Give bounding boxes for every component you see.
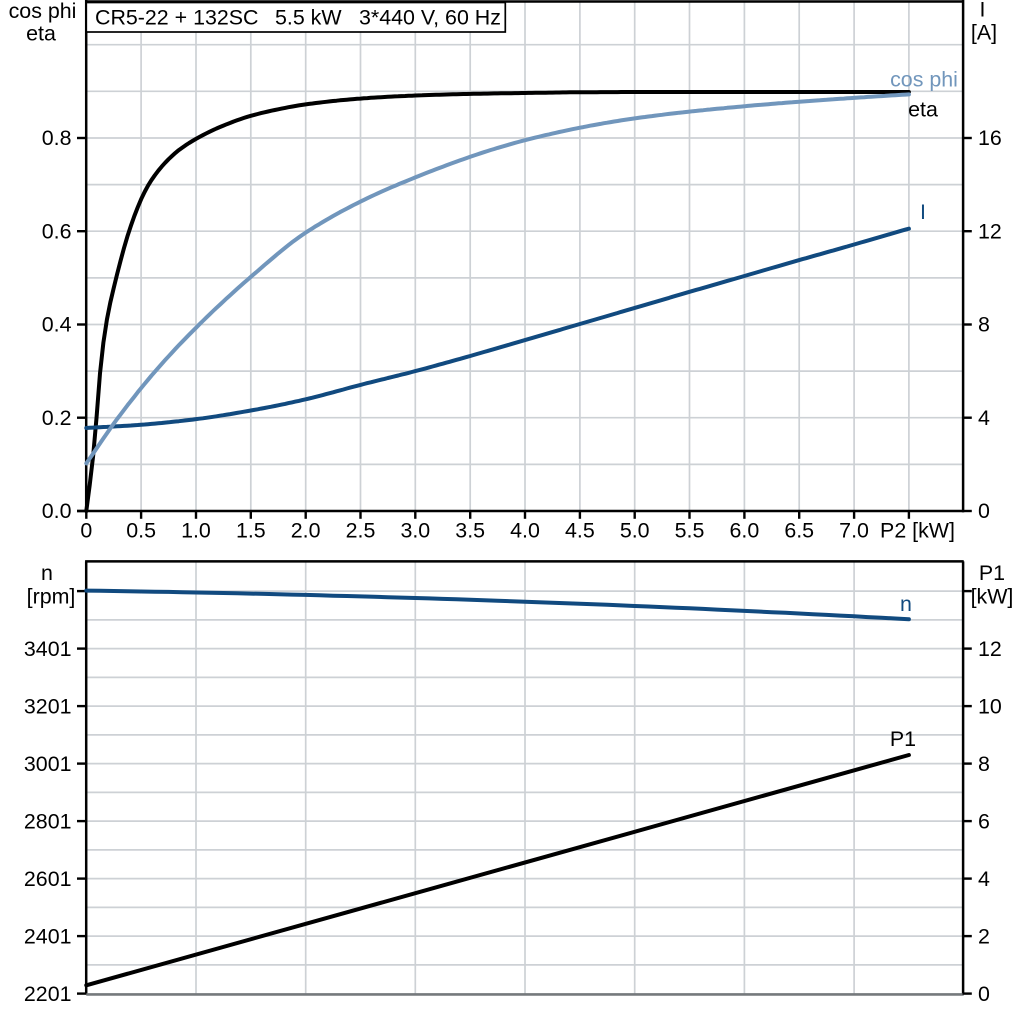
svg-text:8: 8 xyxy=(978,313,990,337)
svg-text:3401: 3401 xyxy=(24,637,72,661)
svg-text:0.2: 0.2 xyxy=(42,406,72,430)
svg-text:2201: 2201 xyxy=(24,982,72,1006)
svg-text:4.0: 4.0 xyxy=(510,519,540,543)
svg-text:0: 0 xyxy=(978,499,990,523)
svg-text:7.0: 7.0 xyxy=(839,519,869,543)
svg-text:n: n xyxy=(41,561,53,585)
svg-text:3.0: 3.0 xyxy=(400,519,430,543)
svg-text:6.5: 6.5 xyxy=(784,519,814,543)
svg-text:16: 16 xyxy=(978,126,1002,150)
svg-text:5.5 kW: 5.5 kW xyxy=(275,6,342,30)
svg-text:6.0: 6.0 xyxy=(730,519,760,543)
svg-text:[kW]: [kW] xyxy=(971,585,1014,609)
svg-text:3001: 3001 xyxy=(24,752,72,776)
svg-text:10: 10 xyxy=(978,694,1002,718)
svg-text:4.5: 4.5 xyxy=(565,519,595,543)
svg-text:0.8: 0.8 xyxy=(42,126,72,150)
svg-text:2: 2 xyxy=(978,924,990,948)
svg-text:eta: eta xyxy=(26,22,56,46)
svg-text:4: 4 xyxy=(978,406,990,430)
svg-text:n: n xyxy=(900,592,912,616)
svg-text:0.0: 0.0 xyxy=(42,499,72,523)
svg-text:CR5-22 + 132SC: CR5-22 + 132SC xyxy=(95,6,259,30)
svg-text:5.5: 5.5 xyxy=(675,519,705,543)
svg-text:6: 6 xyxy=(978,809,990,833)
svg-text:0.4: 0.4 xyxy=(42,313,72,337)
svg-text:3.5: 3.5 xyxy=(455,519,485,543)
svg-text:P1: P1 xyxy=(979,561,1005,585)
svg-text:2401: 2401 xyxy=(24,924,72,948)
svg-text:cos phi: cos phi xyxy=(9,0,77,23)
svg-text:2.5: 2.5 xyxy=(346,519,376,543)
svg-text:2801: 2801 xyxy=(24,809,72,833)
svg-text:I: I xyxy=(920,200,926,224)
svg-text:I: I xyxy=(980,0,986,22)
svg-text:1.5: 1.5 xyxy=(236,519,266,543)
svg-text:1.0: 1.0 xyxy=(181,519,211,543)
svg-text:0: 0 xyxy=(978,982,990,1006)
svg-text:0.6: 0.6 xyxy=(42,219,72,243)
svg-text:3*440 V, 60 Hz: 3*440 V, 60 Hz xyxy=(359,6,501,30)
svg-text:12: 12 xyxy=(978,637,1002,661)
svg-text:eta: eta xyxy=(908,98,938,122)
svg-text:P2 [kW]: P2 [kW] xyxy=(880,519,955,543)
svg-text:[rpm]: [rpm] xyxy=(27,585,76,609)
svg-text:[A]: [A] xyxy=(971,21,997,45)
svg-text:5.0: 5.0 xyxy=(620,519,650,543)
svg-text:12: 12 xyxy=(978,219,1002,243)
svg-text:8: 8 xyxy=(978,752,990,776)
svg-text:2.0: 2.0 xyxy=(291,519,321,543)
svg-text:P1: P1 xyxy=(890,727,916,751)
svg-text:2601: 2601 xyxy=(24,867,72,891)
svg-text:cos phi: cos phi xyxy=(890,68,958,92)
svg-text:0: 0 xyxy=(80,519,92,543)
svg-text:4: 4 xyxy=(978,867,990,891)
svg-text:0.5: 0.5 xyxy=(126,519,156,543)
svg-text:3201: 3201 xyxy=(24,694,72,718)
